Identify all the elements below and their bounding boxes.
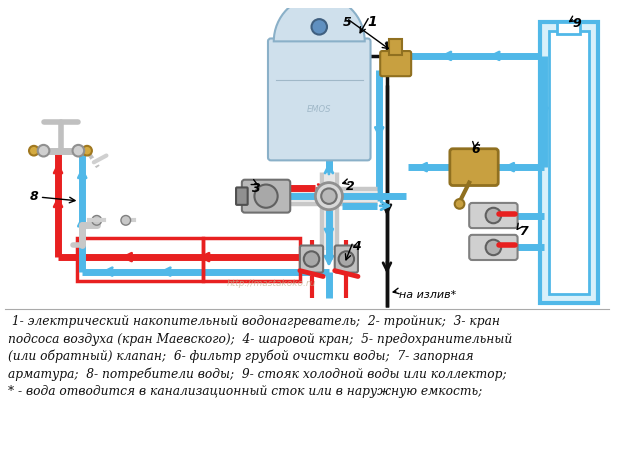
Text: арматура;  8- потребители воды;  9- стояк холодной воды или коллектор;: арматура; 8- потребители воды; 9- стояк … <box>8 367 507 381</box>
FancyBboxPatch shape <box>450 149 498 185</box>
Text: 8: 8 <box>30 189 39 203</box>
Circle shape <box>455 199 464 209</box>
Text: на излив*: на излив* <box>399 290 456 300</box>
Text: 4: 4 <box>352 240 361 253</box>
Circle shape <box>486 208 501 223</box>
Text: подсоса воздуха (кран Маевского);  4- шаровой кран;  5- предохранительный: подсоса воздуха (кран Маевского); 4- шар… <box>8 332 512 346</box>
Text: 6: 6 <box>471 143 480 156</box>
Circle shape <box>92 215 101 225</box>
Text: http://mastakoko.ru: http://mastakoko.ru <box>226 279 316 288</box>
FancyBboxPatch shape <box>268 38 370 160</box>
Text: 1- электрический накопительный водонагреватель;  2- тройник;  3- кран: 1- электрический накопительный водонагре… <box>8 315 500 328</box>
Circle shape <box>254 184 278 208</box>
Bar <box>203 238 300 281</box>
Circle shape <box>72 145 84 156</box>
Text: 5: 5 <box>342 16 351 29</box>
Text: (или обратный) клапан;  6- фильтр грубой очистки воды;  7- запорная: (или обратный) клапан; 6- фильтр грубой … <box>8 350 474 363</box>
Circle shape <box>304 251 320 267</box>
Circle shape <box>315 183 342 210</box>
Text: 9: 9 <box>573 17 581 30</box>
FancyBboxPatch shape <box>242 180 290 213</box>
Text: * - вода отводится в канализационный сток или в наружную емкость;: * - вода отводится в канализационный сто… <box>8 385 482 398</box>
Text: 1: 1 <box>368 15 377 29</box>
Circle shape <box>38 145 49 156</box>
FancyBboxPatch shape <box>335 246 358 272</box>
FancyBboxPatch shape <box>236 188 248 205</box>
Circle shape <box>82 146 92 155</box>
Circle shape <box>321 189 337 204</box>
FancyBboxPatch shape <box>380 51 411 76</box>
FancyBboxPatch shape <box>469 235 517 260</box>
Text: EMOS: EMOS <box>307 105 332 113</box>
Bar <box>389 40 403 55</box>
Bar <box>548 31 589 294</box>
FancyBboxPatch shape <box>300 246 323 272</box>
Bar <box>77 238 203 281</box>
Bar <box>540 22 598 302</box>
Circle shape <box>486 240 501 255</box>
Text: 3: 3 <box>252 182 261 195</box>
Text: 7: 7 <box>519 225 527 238</box>
Circle shape <box>311 19 327 35</box>
Bar <box>557 22 581 34</box>
Wedge shape <box>274 0 365 41</box>
FancyBboxPatch shape <box>469 203 517 228</box>
Text: 2: 2 <box>346 180 355 193</box>
Circle shape <box>339 251 354 267</box>
Circle shape <box>121 215 131 225</box>
Circle shape <box>29 146 39 155</box>
